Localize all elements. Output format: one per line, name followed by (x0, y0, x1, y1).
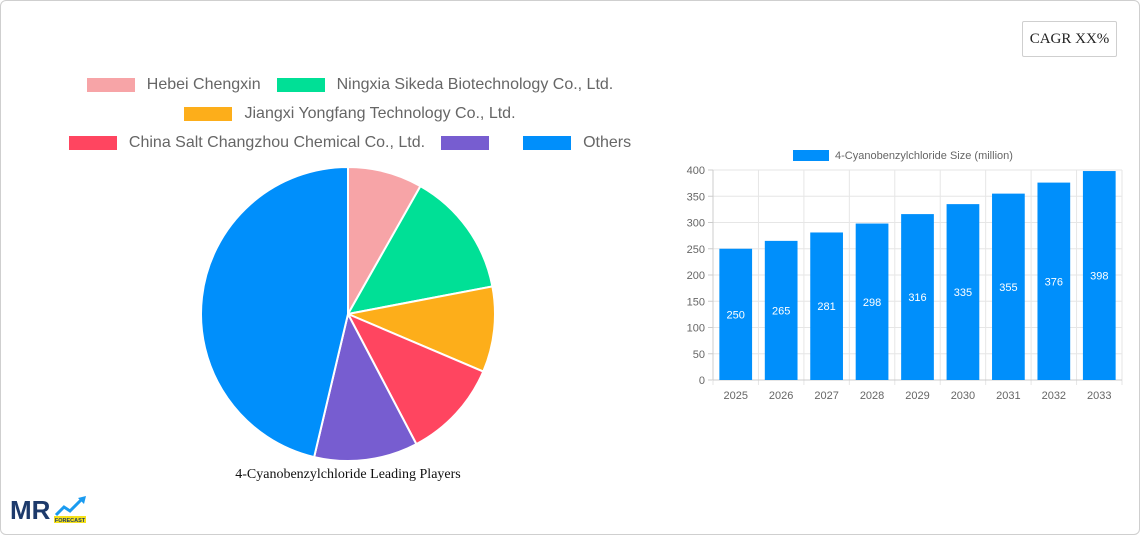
bar-legend-label: 4-Cyanobenzylchloride Size (million) (835, 150, 1013, 162)
bar-legend-swatch (793, 150, 829, 161)
svg-text:FORECAST: FORECAST (55, 518, 86, 524)
pie-chart (200, 166, 496, 462)
bar[interactable] (764, 240, 798, 380)
pie-slice[interactable] (344, 285, 496, 373)
y-tick-label: 100 (687, 323, 705, 335)
x-tick-label: 2025 (723, 390, 747, 402)
x-tick-label: 2028 (860, 390, 884, 402)
legend-label: Others (583, 134, 632, 151)
y-tick-label: 400 (687, 165, 705, 177)
legend-swatch (68, 136, 117, 150)
x-tick-label: 2033 (1087, 390, 1111, 402)
x-tick-label: 2027 (814, 390, 838, 402)
legend-swatch (86, 78, 135, 92)
trend-arrow-icon (54, 497, 84, 517)
bar-value-label: 335 (954, 287, 972, 299)
x-tick-label: 2032 (1042, 390, 1066, 402)
legend-label: Jiangxi Yongfang Technology Co., Ltd. (244, 105, 516, 122)
legend-item[interactable]: Others (523, 134, 631, 152)
pie-slice[interactable] (200, 166, 349, 459)
y-tick-label: 300 (687, 218, 705, 230)
mr-forecast-logo: MR FORECAST (10, 495, 86, 525)
legend-item[interactable]: Ningxia Sikeda Biotechnology Co., Ltd. (276, 76, 614, 94)
x-tick-label: 2029 (905, 390, 929, 402)
pie-slice[interactable] (345, 311, 485, 446)
bar-value-label: 376 (1045, 276, 1063, 288)
legend-swatch (441, 136, 490, 150)
x-tick-label: 2030 (951, 390, 975, 402)
bar-value-label: 298 (863, 297, 881, 309)
legend-row: Jiangxi Yongfang Technology Co., Ltd. (0, 105, 700, 123)
y-tick-label: 250 (687, 244, 705, 256)
bar[interactable] (810, 232, 843, 380)
bar-value-label: 398 (1090, 271, 1108, 283)
y-tick-label: 0 (699, 375, 705, 387)
bar[interactable] (946, 204, 980, 380)
legend-row: Hebei Chengxin Ningxia Sikeda Biotechnolo… (0, 76, 700, 94)
bar-value-label: 316 (908, 292, 926, 304)
legend-label: Ningxia Sikeda Biotechnology Co., Ltd. (336, 76, 614, 93)
legend-item[interactable]: Hebei Chengxin (86, 76, 261, 94)
legend-label: Hebei Chengxin (146, 76, 261, 93)
x-tick-label: 2031 (996, 390, 1020, 402)
bar[interactable] (719, 248, 753, 380)
logo-text: MR (10, 495, 51, 525)
y-tick-label: 200 (687, 270, 705, 282)
y-tick-label: 150 (687, 296, 705, 308)
bar[interactable] (992, 193, 1025, 380)
bar[interactable] (855, 223, 889, 380)
y-tick-label: 50 (693, 349, 705, 361)
legend-swatch (523, 136, 572, 150)
pie-chart-title: 4-Cyanobenzylchloride Leading Players (235, 467, 461, 482)
bar[interactable] (1082, 171, 1116, 380)
legend-swatch (276, 78, 325, 92)
pie-slice[interactable] (346, 184, 494, 316)
bar[interactable] (901, 214, 934, 380)
bar[interactable] (1037, 182, 1071, 380)
legend-swatch (184, 107, 233, 121)
bar-value-label: 281 (817, 301, 835, 313)
legend-row: China Salt Changzhou Chemical Co., Ltd. O… (0, 134, 700, 152)
legend-item[interactable]: China Salt Changzhou Chemical Co., Ltd. (68, 134, 426, 152)
x-tick-label: 2026 (769, 390, 793, 402)
legend-label: China Salt Changzhou Chemical Co., Ltd. (128, 134, 426, 151)
bar-value-label: 250 (727, 309, 745, 321)
y-tick-label: 350 (687, 191, 705, 203)
cagr-badge: CAGR XX% (1022, 21, 1117, 57)
legend-item[interactable] (441, 136, 501, 150)
bar-value-label: 355 (999, 282, 1017, 294)
legend-item[interactable]: Jiangxi Yongfang Technology Co., Ltd. (184, 105, 516, 123)
bar-chart: 4-Cyanobenzylchloride Size (million) 0 50 1… (687, 150, 1123, 402)
bar-value-label: 265 (772, 305, 790, 317)
